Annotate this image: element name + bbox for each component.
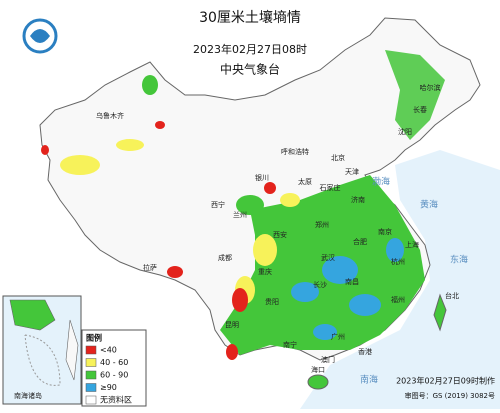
- org: 中央气象台: [220, 62, 280, 77]
- city: 石家庄: [320, 183, 341, 192]
- area-below-40: [167, 266, 183, 278]
- city: 南昌: [345, 277, 359, 286]
- legend-title: 图例: [86, 333, 102, 343]
- title: 30厘米土壤墒情: [199, 9, 301, 26]
- legend-label: 40 - 60: [100, 358, 128, 367]
- legend: 图例 <40 40 - 60 60 - 90 ≥90 无资料区: [81, 329, 147, 407]
- city: 郑州: [315, 221, 329, 229]
- time: 2023年02月27日08时: [193, 42, 307, 56]
- area-60-90: [385, 50, 445, 140]
- city: 天津: [345, 168, 359, 176]
- inset-line: [24, 334, 61, 386]
- city: 福州: [391, 295, 405, 304]
- area-40-60: [280, 193, 300, 207]
- sea-label: 南海: [360, 374, 378, 386]
- city: 成都: [218, 253, 232, 262]
- city: 重庆: [258, 267, 272, 276]
- area-40-60: [116, 139, 144, 151]
- inset-label: 南海诸岛: [14, 391, 42, 400]
- ocean: [300, 150, 500, 409]
- sea-label: 东海: [450, 254, 468, 266]
- city: 呼和浩特: [281, 147, 309, 156]
- sea-label: 渤海: [372, 176, 390, 188]
- logo-mark: [30, 29, 50, 43]
- area-40-60: [60, 155, 100, 175]
- legend-frame: [81, 329, 147, 407]
- area-90: [386, 238, 404, 262]
- area-90: [291, 282, 319, 302]
- city: 昆明: [225, 321, 239, 329]
- area-40-60: [253, 234, 277, 266]
- city: 西宁: [211, 200, 225, 209]
- city: 杭州: [391, 257, 405, 266]
- city: 济南: [351, 195, 365, 204]
- city: 沈阳: [398, 127, 412, 136]
- inset-land: [9, 299, 56, 331]
- area-below-40: [226, 344, 238, 360]
- area-below-40: [232, 288, 248, 312]
- area-90: [322, 256, 358, 284]
- city: 兰州: [233, 210, 247, 219]
- city: 银川: [255, 173, 269, 182]
- city: 长春: [413, 105, 427, 114]
- footer-approval: 审图号：GS (2019) 3082号: [405, 391, 495, 400]
- legend-label: ≥90: [100, 383, 117, 392]
- area-below-40: [155, 121, 165, 129]
- legend-label: 无资料区: [100, 395, 132, 405]
- area-90: [349, 294, 381, 316]
- city: 乌鲁木齐: [96, 111, 124, 120]
- legend-swatch: [85, 345, 97, 355]
- city: 澳门: [321, 355, 335, 364]
- city: 拉萨: [143, 263, 157, 272]
- city: 合肥: [353, 237, 367, 246]
- area-60-90: [236, 195, 264, 215]
- city: 海口: [311, 365, 325, 374]
- legend-label: <40: [100, 346, 117, 355]
- city: 香港: [358, 347, 372, 356]
- city-labels: 乌鲁木齐 拉萨 西宁 兰州 银川 呼和浩特 北京 天津 太原 石家庄 济南 郑州…: [96, 83, 459, 374]
- legend-swatch: [85, 395, 97, 405]
- city: 北京: [331, 153, 345, 162]
- area-below-40: [41, 145, 49, 155]
- footer-made: 2023年02月27日09时制作: [396, 376, 495, 386]
- city: 南宁: [283, 340, 297, 349]
- taiwan: [433, 293, 447, 332]
- area-60-90: [142, 75, 158, 95]
- city: 哈尔滨: [420, 83, 441, 92]
- inset-land: [65, 319, 79, 381]
- moisture-areas: [41, 50, 445, 360]
- legend-label: 60 - 90: [100, 371, 128, 380]
- city: 武汉: [321, 253, 335, 262]
- hainan: [307, 374, 329, 390]
- city: 南京: [378, 227, 392, 236]
- area-90: [313, 324, 337, 340]
- city: 太原: [298, 177, 312, 186]
- inset-map: 南海诸岛: [2, 295, 82, 405]
- legend-swatch: [85, 370, 97, 380]
- area-below-40: [264, 182, 276, 194]
- city: 上海: [405, 240, 419, 249]
- legend-swatch: [85, 358, 97, 367]
- legend-swatch: [85, 383, 97, 392]
- city: 西安: [273, 230, 287, 239]
- sea-label: 黄海: [420, 199, 438, 211]
- city: 贵阳: [265, 297, 279, 306]
- city: 台北: [445, 291, 459, 300]
- city: 广州: [331, 332, 345, 341]
- city: 长沙: [313, 280, 327, 289]
